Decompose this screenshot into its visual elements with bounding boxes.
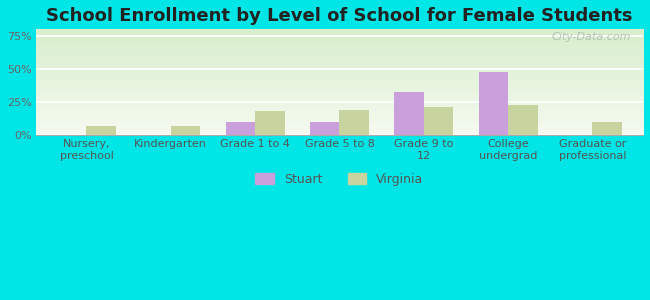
Bar: [508, 105, 538, 135]
Legend: Stuart, Virginia: Stuart, Virginia: [250, 168, 428, 190]
Bar: [424, 107, 453, 135]
Bar: [171, 126, 200, 135]
Bar: [255, 112, 285, 135]
Bar: [339, 110, 369, 135]
Bar: [310, 122, 339, 135]
Title: School Enrollment by Level of School for Female Students: School Enrollment by Level of School for…: [46, 7, 632, 25]
Text: City-Data.com: City-Data.com: [551, 32, 631, 43]
Bar: [478, 72, 508, 135]
Bar: [226, 122, 255, 135]
Bar: [395, 92, 424, 135]
Bar: [592, 122, 622, 135]
Bar: [86, 126, 116, 135]
